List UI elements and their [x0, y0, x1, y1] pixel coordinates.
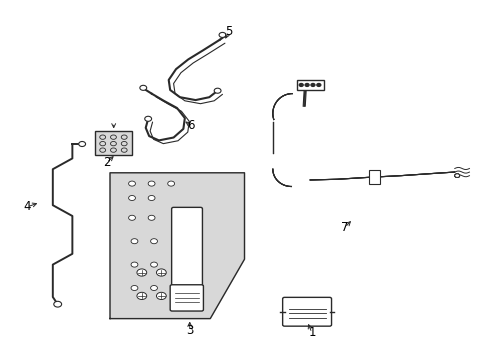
Circle shape [156, 292, 166, 300]
Circle shape [148, 181, 155, 186]
Circle shape [148, 195, 155, 201]
Circle shape [131, 239, 138, 244]
Text: 2: 2 [102, 156, 110, 169]
Circle shape [219, 32, 225, 37]
Text: 5: 5 [224, 25, 232, 38]
Circle shape [454, 174, 459, 177]
Circle shape [137, 292, 146, 300]
Polygon shape [110, 173, 244, 319]
Circle shape [128, 195, 135, 201]
Text: 1: 1 [307, 327, 315, 339]
Bar [95, 131, 132, 155]
Circle shape [150, 239, 157, 244]
Bar [297, 80, 324, 90]
Circle shape [128, 215, 135, 220]
Circle shape [148, 215, 155, 220]
Circle shape [150, 262, 157, 267]
Circle shape [167, 181, 174, 186]
Circle shape [156, 269, 166, 276]
Circle shape [305, 84, 308, 86]
Circle shape [54, 301, 61, 307]
Circle shape [131, 285, 138, 291]
Circle shape [140, 85, 146, 90]
Text: 7: 7 [340, 221, 348, 234]
Circle shape [150, 285, 157, 291]
Text: 4: 4 [23, 201, 31, 213]
Text: 6: 6 [186, 119, 194, 132]
Circle shape [454, 174, 459, 177]
Circle shape [454, 174, 459, 177]
Circle shape [137, 269, 146, 276]
Circle shape [131, 262, 138, 267]
Circle shape [299, 84, 303, 86]
Circle shape [144, 116, 151, 121]
Circle shape [79, 141, 85, 147]
FancyBboxPatch shape [282, 297, 331, 326]
Text: 3: 3 [185, 324, 193, 337]
Bar [368, 170, 379, 184]
FancyBboxPatch shape [171, 207, 202, 291]
FancyBboxPatch shape [170, 285, 203, 311]
Circle shape [128, 181, 135, 186]
Circle shape [316, 84, 320, 86]
Circle shape [310, 84, 314, 86]
Circle shape [214, 88, 221, 93]
Circle shape [454, 174, 459, 177]
